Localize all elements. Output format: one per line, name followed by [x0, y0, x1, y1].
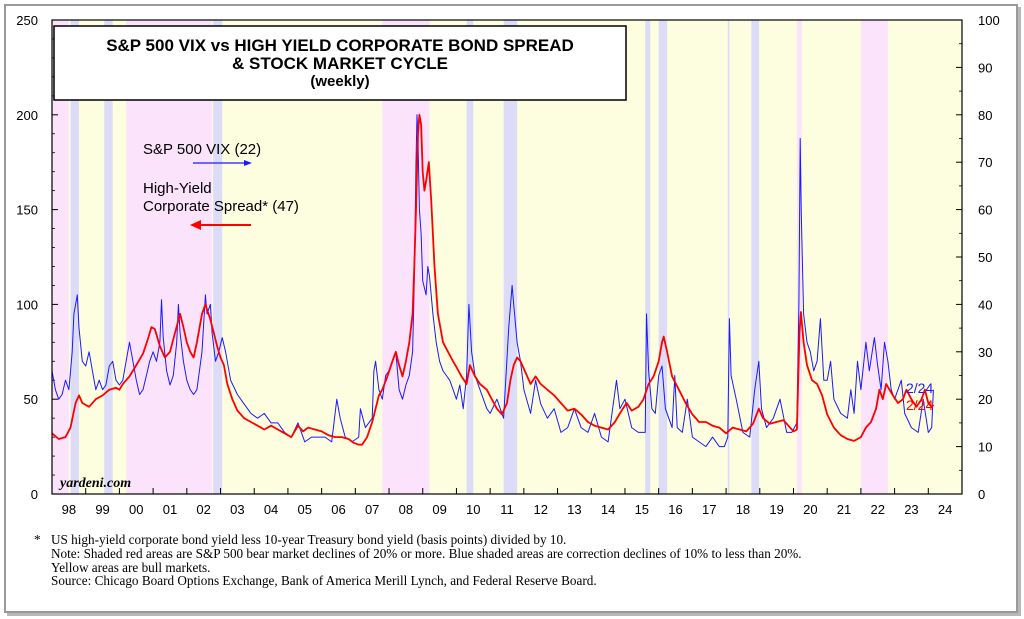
- legend: S&P 500 VIX (22) High-Yield Corporate Sp…: [143, 141, 299, 230]
- x-tick-label: 24: [938, 502, 952, 517]
- bear-market-shade-4: [860, 20, 888, 494]
- chart-title-line-2: & STOCK MARKET CYCLE: [232, 54, 448, 73]
- x-tick-label: 98: [62, 502, 76, 517]
- legend-vix-label: S&P 500 VIX (22): [143, 141, 261, 158]
- x-tick-label: 09: [432, 502, 446, 517]
- x-tick-label: 00: [129, 502, 143, 517]
- x-tick-label: 16: [668, 502, 682, 517]
- footnote-note: Note: Shaded red areas are S&P 500 bear …: [51, 545, 802, 561]
- correction-shade-4: [503, 20, 518, 494]
- right-tick-label: 100: [978, 13, 1000, 28]
- right-tick-label: 60: [978, 203, 992, 218]
- bear-market-shade-0: [52, 20, 69, 494]
- left-tick-label: 250: [16, 13, 38, 28]
- right-tick-label: 10: [978, 440, 992, 455]
- right-tick-label: 90: [978, 60, 992, 75]
- left-tick-label: 0: [31, 487, 38, 502]
- legend-spread-label-1: High-Yield: [143, 180, 212, 197]
- right-tick-label: 0: [978, 487, 985, 502]
- x-tick-label: 11: [500, 502, 514, 517]
- x-tick-label: 01: [163, 502, 177, 517]
- series-lines: [51, 113, 935, 448]
- spread-line: [51, 113, 935, 446]
- right-tick-label: 20: [978, 392, 992, 407]
- footnote-note-cont: Yellow areas are bull markets.: [51, 559, 211, 575]
- legend-vix-arrow: [193, 160, 252, 166]
- x-tick-label: 07: [365, 502, 379, 517]
- x-tick-label: 03: [230, 502, 244, 517]
- chart-title-line-3: (weekly): [310, 73, 369, 90]
- correction-shade-8: [751, 20, 760, 494]
- left-tick-label: 50: [24, 392, 38, 407]
- correction-shade-3: [466, 20, 474, 494]
- x-tick-label: 23: [904, 502, 918, 517]
- x-tick-label: 04: [264, 502, 278, 517]
- footnote-source: Source: Chicago Board Options Exchange, …: [51, 573, 597, 589]
- legend-spread-arrow: [190, 220, 251, 230]
- x-tick-label: 22: [871, 502, 885, 517]
- x-tick-label: 05: [298, 502, 312, 517]
- chart-title-line-1: S&P 500 VIX vs HIGH YIELD CORPORATE BOND…: [106, 36, 574, 55]
- correction-shade-1: [104, 20, 113, 494]
- x-tick-label: 02: [196, 502, 210, 517]
- x-tick-label: 13: [567, 502, 581, 517]
- right-tick-label: 70: [978, 155, 992, 170]
- spread-end-label: 2/24: [906, 397, 933, 413]
- footnote-definition: US high-yield corporate bond yield less …: [51, 532, 567, 547]
- x-tick-label: 99: [95, 502, 109, 517]
- x-tick-label: 06: [331, 502, 345, 517]
- correction-shade-2: [213, 20, 223, 494]
- footnote-star: *: [34, 532, 41, 547]
- footnotes: * US high-yield corporate bond yield les…: [34, 532, 996, 589]
- correction-shade-0: [70, 20, 79, 494]
- right-tick-label: 40: [978, 297, 992, 312]
- x-tick-label: 19: [769, 502, 783, 517]
- watermark: yardeni.com: [58, 476, 131, 491]
- vix-end-label: 2/24: [906, 380, 933, 396]
- x-tick-label: 15: [635, 502, 649, 517]
- plot-area: [51, 19, 963, 495]
- x-tick-label: 20: [803, 502, 817, 517]
- x-tick-label: 10: [466, 502, 480, 517]
- left-tick-label: 200: [16, 108, 38, 123]
- x-tick-label: 21: [837, 502, 851, 517]
- right-tick-label: 30: [978, 345, 992, 360]
- x-tick-label: 08: [399, 502, 413, 517]
- right-tick-label: 50: [978, 250, 992, 265]
- chart-title-box: S&P 500 VIX vs HIGH YIELD CORPORATE BOND…: [53, 25, 627, 101]
- x-tick-label: 12: [533, 502, 547, 517]
- x-tick-label: 17: [702, 502, 716, 517]
- x-tick-label: 18: [736, 502, 750, 517]
- x-tick-label: 14: [601, 502, 615, 517]
- correction-shade-6: [658, 20, 668, 494]
- left-tick-label: 150: [16, 203, 38, 218]
- correction-shade-7: [727, 20, 730, 494]
- left-tick-label: 100: [16, 297, 38, 312]
- right-tick-label: 80: [978, 108, 992, 123]
- correction-shade-5: [645, 20, 651, 494]
- legend-spread-label-2: Corporate Spread* (47): [143, 198, 299, 215]
